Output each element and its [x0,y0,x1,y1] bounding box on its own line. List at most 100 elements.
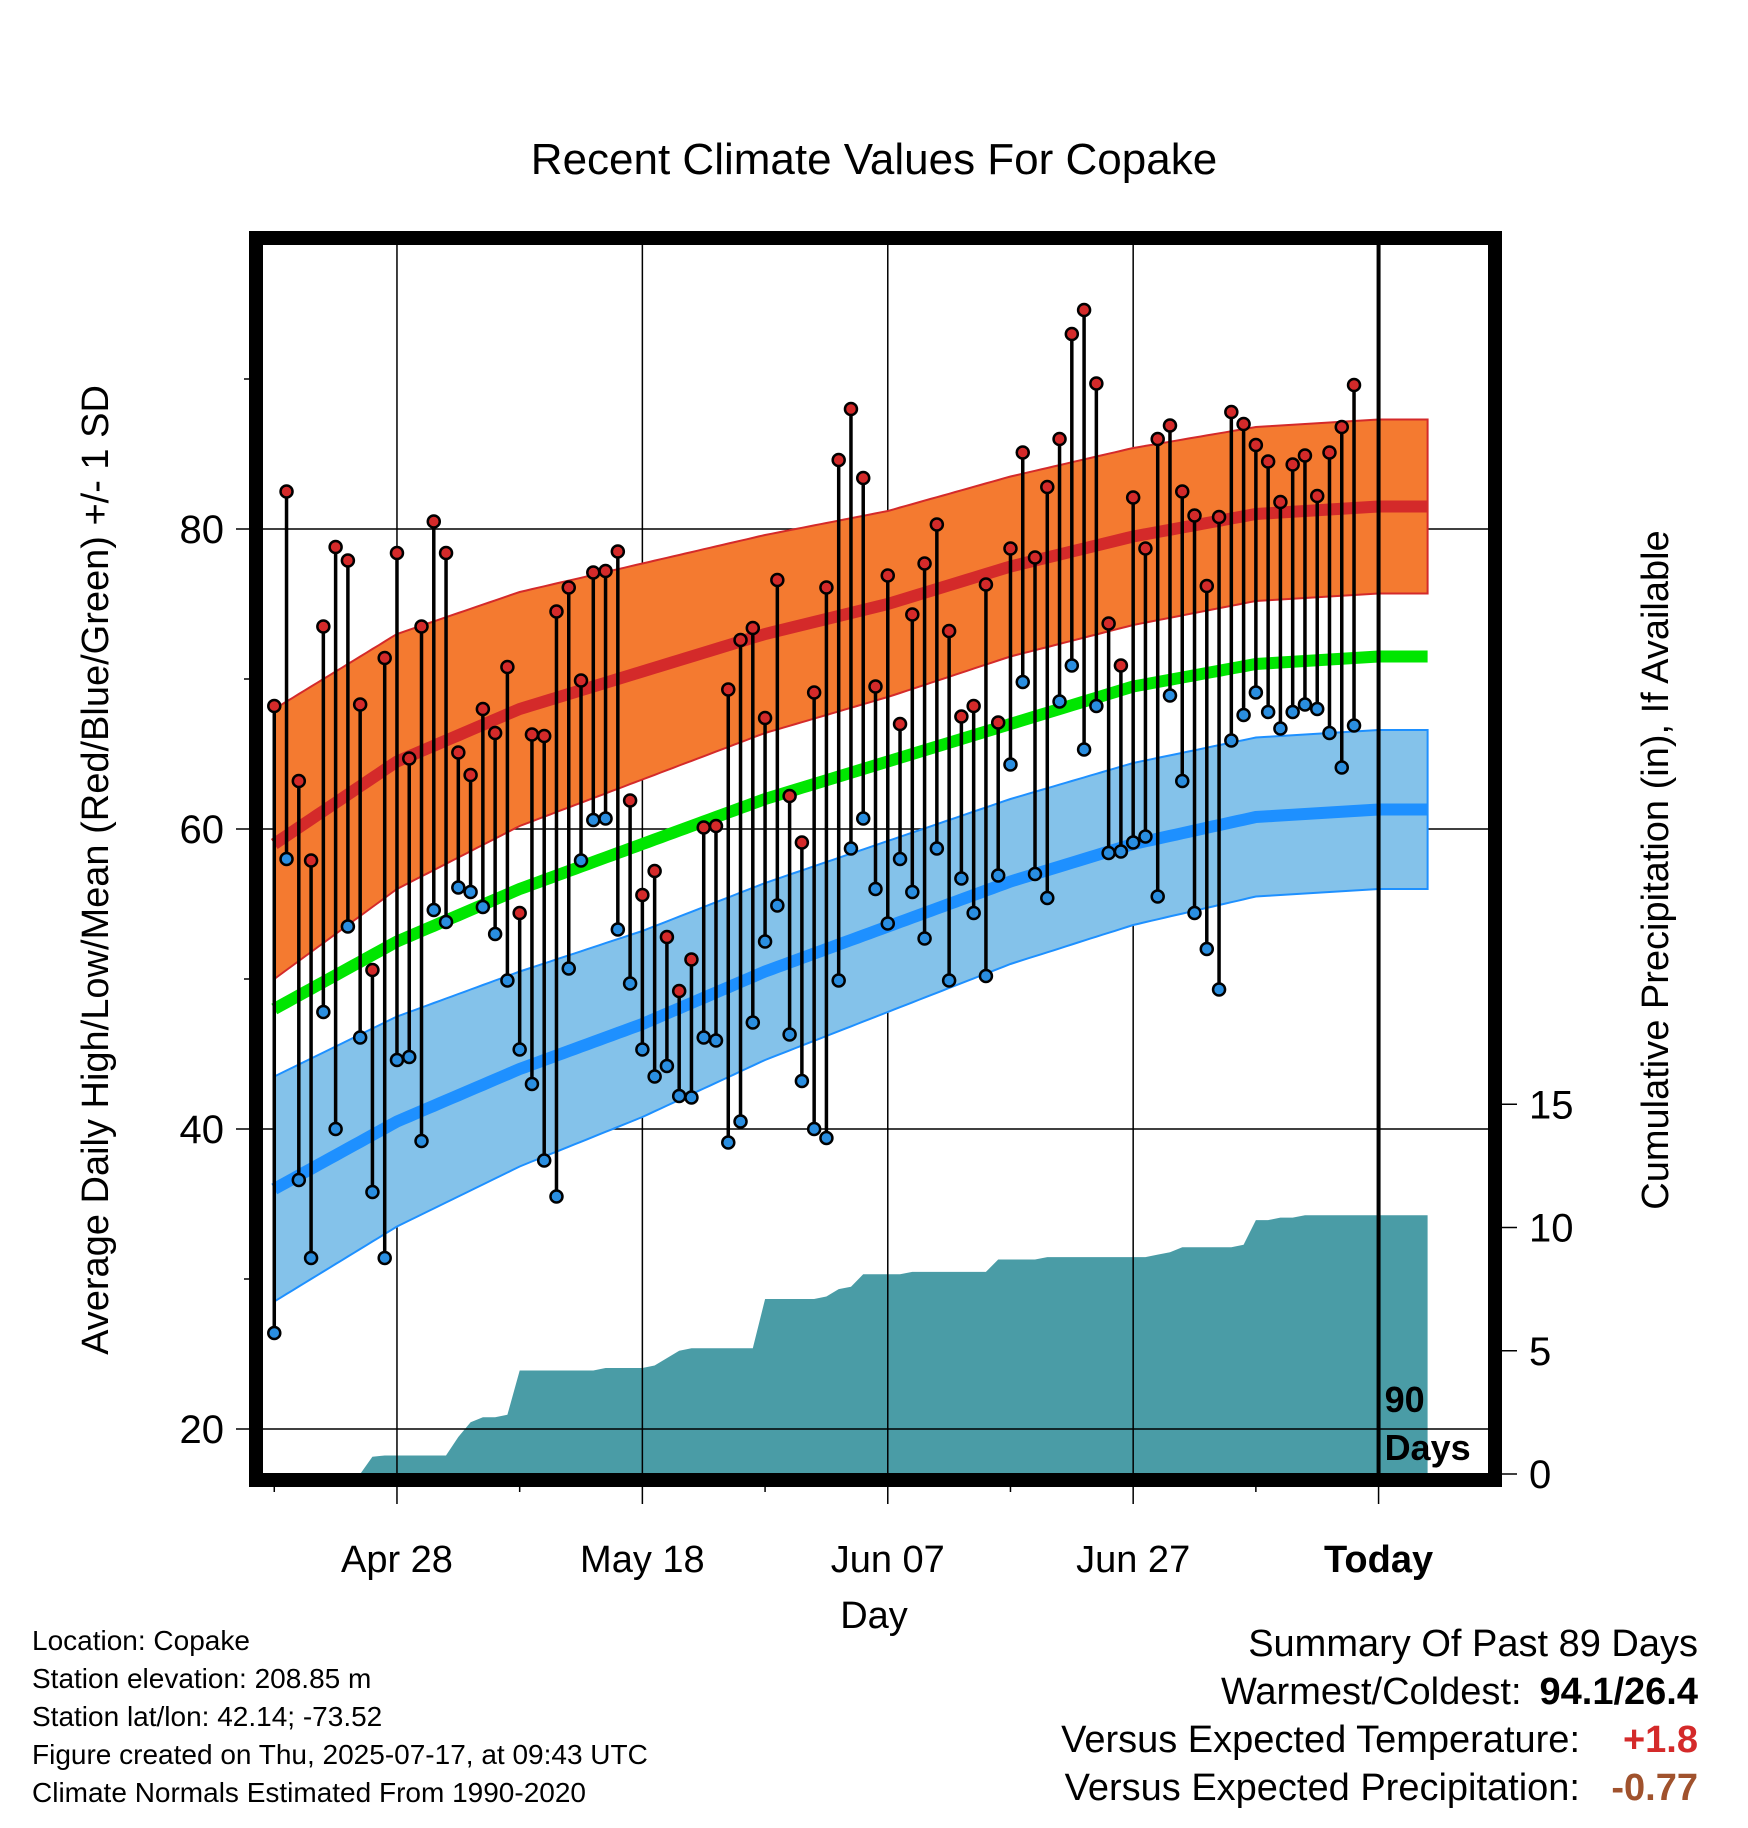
daily-high-point [1015,445,1030,460]
daily-high-point [892,716,908,732]
daily-high-point [377,650,392,666]
daily-low-point [978,968,994,984]
daily-high-point [610,544,626,559]
daily-low-point [954,871,969,886]
daily-low-point [745,1015,761,1030]
daily-high-point [684,952,699,967]
daily-low-point [291,1172,307,1188]
daily-low-point [880,916,896,931]
daily-low-point [463,884,478,900]
daily-high-point [328,539,343,555]
daily-low-point [1089,698,1104,714]
daily-low-point [303,1250,319,1266]
daily-low-point [684,1090,699,1105]
daily-low-point [1187,905,1202,921]
daily-low-point [941,973,957,988]
daily-low-point [1064,658,1080,673]
daily-high-point [696,820,711,835]
daily-high-point [671,983,687,999]
daily-high-point [1260,454,1276,469]
daily-low-point [1297,697,1313,712]
daily-high-point [978,577,994,592]
daily-low-point [573,853,589,868]
daily-high-point [1175,484,1190,499]
precip-area [274,1215,1428,1474]
daily-low-point [708,1033,724,1048]
daily-high-point [966,698,981,714]
daily-low-point [733,1114,748,1129]
daily-high-point [1297,448,1313,463]
elevation-text: Station elevation: 208.85 m [32,1663,372,1694]
low-normal-line [271,803,1428,1195]
warmest-value: 94.1/26.4 [1539,1671,1698,1713]
daily-low-point [536,1153,552,1168]
daily-low-point [1322,725,1337,741]
daily-low-point [1199,941,1215,957]
daily-low-point [352,1030,368,1045]
x-tick-label: Jun 07 [831,1539,945,1581]
temp-label: Versus Expected Temperature: [1061,1719,1580,1761]
daily-low-point [721,1135,736,1150]
daily-high-point [708,818,724,834]
daily-high-point [1138,541,1153,556]
daily-high-point [1076,302,1092,318]
y-axis-label-left: Average Daily High/Low/Mean (Red/Blue/Gr… [75,385,117,1355]
y-tick-label: 40 [180,1108,225,1152]
daily-low-point [635,1042,650,1057]
temp-row: Versus Expected Temperature: +1.8 [1061,1716,1698,1764]
x-tick-label: May 18 [580,1539,705,1581]
daily-high-point [990,715,1006,730]
daily-low-point [389,1052,405,1068]
daily-high-point [524,727,540,742]
y2-tick-label: 10 [1529,1207,1574,1251]
location-text: Location: Copake [32,1625,250,1656]
daily-low-point [512,1042,527,1057]
x-axis-label: Day [840,1595,908,1637]
daily-high-point [316,619,331,634]
daily-high-point [757,710,773,726]
daily-low-point [487,926,503,942]
daily-high-point [438,545,454,561]
daily-low-point [1125,835,1141,850]
daily-high-point [843,401,859,417]
daily-low-point [586,812,601,828]
daily-high-point [365,962,380,978]
latlon-text: Station lat/lon: 42.14; -73.52 [32,1701,383,1732]
daily-low-point [1334,760,1350,775]
daily-low-point [475,899,491,915]
daily-low-point [1040,890,1055,906]
daily-high-point [831,452,846,468]
daily-low-point [549,1189,564,1204]
daily-low-point [414,1133,429,1149]
daily-low-point [426,902,442,918]
daily-high-point [1224,404,1239,420]
summary-heading: Summary Of Past 89 Days [1248,1623,1698,1665]
daily-low-point [1052,694,1067,709]
daily-high-point [622,793,638,808]
daily-low-point [990,868,1006,883]
daily-low-point [328,1121,343,1137]
daily-high-point [1236,416,1251,432]
y-tick-label: 80 [180,508,225,552]
daily-high-point [659,929,675,945]
daily-low-point [1101,845,1116,861]
daily-high-point [819,580,834,595]
daily-high-point [1187,508,1202,523]
daily-high-point [1211,509,1227,525]
y2-tick-label: 0 [1529,1453,1551,1497]
daily-high-point [401,751,417,766]
daily-low-point [1260,704,1276,720]
daily-high-point [500,659,515,675]
daily-low-point [1027,866,1043,882]
daily-high-point [279,484,294,499]
daily-low-point [806,1121,822,1137]
daily-low-point [794,1073,810,1089]
daily-high-point [868,679,883,694]
daily-low-point [377,1250,392,1266]
daily-low-point [1211,982,1227,997]
daily-high-point [647,863,662,879]
daily-low-point [868,881,883,897]
daily-high-point [549,604,564,619]
daily-high-point [1322,445,1337,460]
daily-high-point [954,709,969,724]
